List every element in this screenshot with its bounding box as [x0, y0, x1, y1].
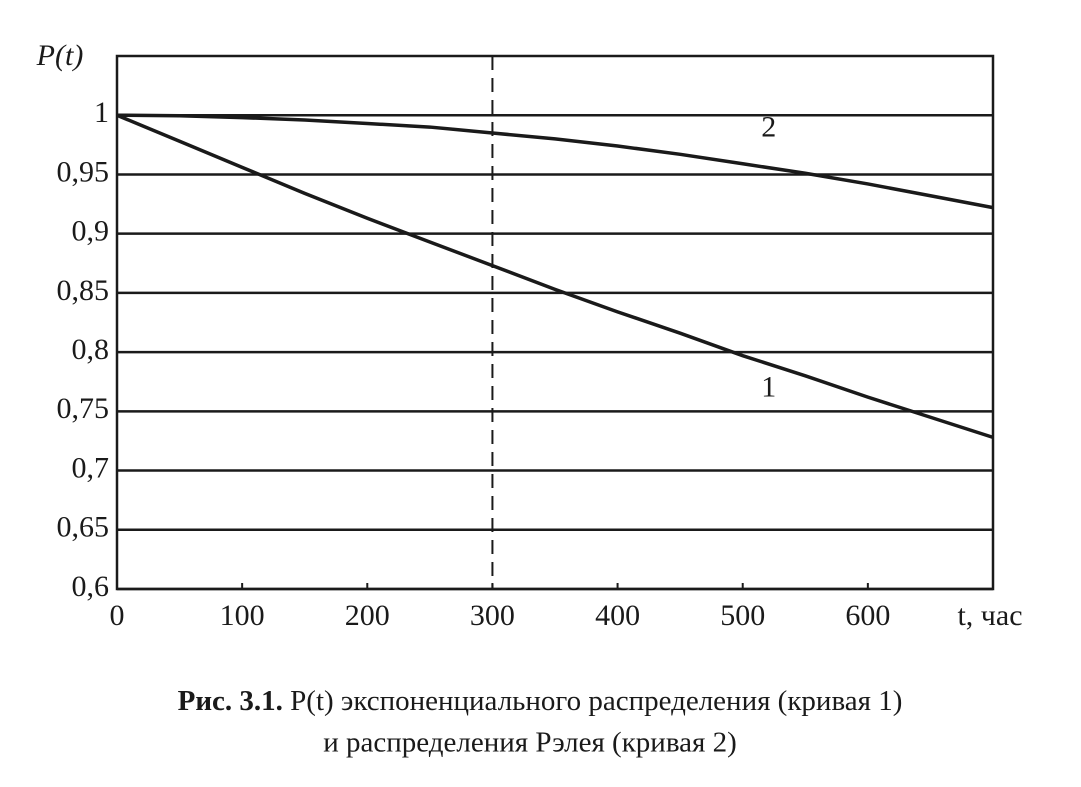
y-tick-label: 0,75 — [57, 392, 110, 425]
x-axis-label: t, час — [957, 599, 1022, 632]
x-tick-label: 400 — [595, 599, 640, 632]
x-tick-label: 100 — [220, 599, 265, 632]
plot-frame — [115, 54, 995, 591]
series-line — [116, 113, 994, 440]
caption-line-2: и распределения Рэлея (кривая 2) — [323, 727, 737, 759]
y-tick-label: 0,85 — [57, 274, 110, 307]
x-tick-label: 200 — [345, 599, 390, 632]
y-axis-label: P(t) — [36, 39, 84, 72]
x-tick-label: 500 — [720, 599, 765, 632]
x-tick-label: 0 — [110, 599, 125, 632]
x-tick-label: 300 — [470, 599, 515, 632]
series-label: 2 — [761, 111, 776, 144]
caption-text: P(t) экспоненциального распределения (кр… — [290, 685, 902, 717]
caption-label: Рис. 3.1. — [178, 685, 283, 717]
x-tick-label: 600 — [845, 599, 890, 632]
y-tick-label: 0,7 — [72, 451, 110, 484]
y-tick-label: 1 — [94, 96, 109, 129]
series-line — [116, 113, 994, 210]
y-tick-label: 0,9 — [72, 215, 110, 248]
y-tick-label: 0,6 — [72, 570, 110, 603]
y-tick-label: 0,95 — [57, 155, 110, 188]
y-tick-label: 0,65 — [57, 511, 110, 544]
caption-line-1: Рис. 3.1. P(t) экспоненциального распред… — [178, 685, 903, 717]
y-tick-label: 0,8 — [72, 333, 110, 366]
series-label: 1 — [761, 371, 776, 404]
